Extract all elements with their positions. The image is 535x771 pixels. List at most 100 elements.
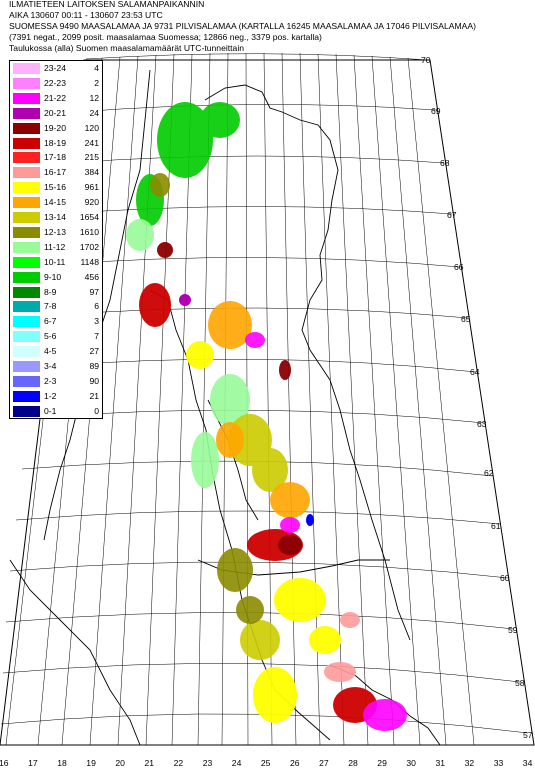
- legend-count: 1148: [80, 256, 99, 267]
- legend-swatch: [13, 92, 40, 104]
- legend-swatch: [13, 212, 40, 223]
- legend-swatch: [13, 241, 40, 253]
- legend-count: 21: [89, 390, 99, 401]
- legend-swatch: [13, 63, 40, 74]
- legend-count: 3: [94, 316, 99, 327]
- longitude-label: 33: [493, 758, 504, 768]
- legend-hours: 23-24: [44, 63, 66, 73]
- legend-swatch: [13, 346, 40, 358]
- legend-hours: 21-22: [44, 92, 66, 103]
- latitude-label: 67: [447, 210, 457, 220]
- legend-hours: 4-5: [44, 346, 57, 357]
- legend-row: 1-2 21: [10, 389, 102, 404]
- legend-row: 4-5 27: [10, 344, 102, 359]
- longitude-label: 23: [202, 758, 213, 768]
- longitude-label: 16: [0, 758, 9, 768]
- legend-row: 10-11 1148: [10, 255, 102, 270]
- longitude-label: 22: [173, 758, 184, 768]
- legend-hours: 12-13: [44, 226, 66, 237]
- legend-count: 1610: [79, 226, 99, 237]
- latitude-label: 59: [508, 625, 518, 635]
- latitude-label: 65: [461, 314, 471, 324]
- legend-count: 4: [94, 63, 99, 73]
- legend-hours: 16-17: [44, 167, 66, 178]
- legend-hours: 14-15: [44, 197, 66, 208]
- legend-count: 90: [89, 375, 99, 386]
- legend-swatch: [13, 122, 40, 134]
- legend-hours: 22-23: [44, 77, 66, 88]
- legend-row: 18-19 241: [10, 136, 102, 151]
- legend-hours: 20-21: [44, 107, 66, 118]
- legend-hours: 18-19: [44, 137, 66, 148]
- legend-swatch: [13, 271, 40, 283]
- legend-row: 22-23 2: [10, 76, 102, 91]
- legend-count: 1702: [79, 241, 99, 252]
- legend-row: 7-8 6: [10, 299, 102, 314]
- legend-count: 215: [84, 152, 99, 163]
- longitude-label: 20: [115, 758, 125, 768]
- title: ILMATIETEEN LAITOKSEN SALAMANPAIKANNIN: [9, 0, 205, 9]
- legend-count: 12: [89, 92, 99, 103]
- legend-hours: 11-12: [44, 241, 66, 252]
- legend-hours: 2-3: [44, 375, 57, 386]
- longitude-label: 18: [57, 758, 67, 768]
- legend-swatch: [13, 152, 40, 164]
- latitude-label: 70: [421, 55, 431, 65]
- hourly-legend: 23-24 4 22-23 2 21-22 12 20-21 24 19-20 120 18-19 2…: [9, 60, 103, 419]
- legend-row: 9-10 456: [10, 270, 102, 285]
- legend-count: 456: [84, 271, 99, 282]
- longitude-label: 32: [464, 758, 475, 768]
- legend-hours: 0-1: [44, 405, 57, 416]
- legend-hours: 6-7: [44, 316, 57, 327]
- latitude-label: 63: [477, 419, 487, 429]
- legend-count: 97: [89, 286, 99, 297]
- legend-count: 241: [84, 137, 99, 148]
- legend-count: 961: [84, 182, 99, 193]
- legend-hours: 5-6: [44, 331, 57, 342]
- legend-row: 11-12 1702: [10, 240, 102, 255]
- longitude-label: 21: [144, 758, 155, 768]
- legend-hours: 19-20: [44, 122, 66, 133]
- legend-row: 16-17 384: [10, 165, 102, 180]
- longitude-label: 30: [406, 758, 416, 768]
- legend-row: 2-3 90: [10, 374, 102, 389]
- latitude-label: 58: [515, 678, 525, 688]
- legend-swatch: [13, 226, 40, 238]
- legend-row: 12-13 1610: [10, 225, 102, 240]
- legend-swatch: [13, 256, 40, 268]
- legend-count: 1654: [79, 212, 99, 222]
- legend-count: 0: [94, 405, 99, 416]
- legend-hours: 1-2: [44, 390, 57, 401]
- legend-row: 14-15 920: [10, 195, 102, 210]
- legend-row: 17-18 215: [10, 150, 102, 165]
- longitude-label: 28: [348, 758, 358, 768]
- legend-count: 7: [94, 331, 99, 342]
- legend-count: 120: [84, 122, 99, 133]
- legend-swatch: [13, 331, 40, 343]
- legend-swatch: [13, 390, 40, 402]
- longitude-label: 29: [377, 758, 387, 768]
- legend-swatch: [13, 197, 40, 209]
- legend-hours: 13-14: [44, 212, 66, 222]
- latitude-label: 69: [431, 106, 441, 116]
- legend-swatch: [13, 316, 40, 328]
- latitude-label: 60: [500, 573, 510, 583]
- legend-swatch: [13, 286, 40, 298]
- latitude-label: 62: [484, 468, 494, 478]
- latitude-label: 61: [491, 521, 501, 531]
- legend-row: 23-24 4: [10, 61, 102, 76]
- longitude-label: 25: [260, 758, 271, 768]
- legend-row: 5-6 7: [10, 329, 102, 344]
- latitude-label: 64: [470, 367, 480, 377]
- legend-swatch: [13, 107, 40, 119]
- legend-row: 20-21 24: [10, 106, 102, 121]
- legend-swatch: [13, 137, 40, 149]
- longitude-label: 19: [86, 758, 96, 768]
- longitude-label: 34: [522, 758, 533, 768]
- legend-count: 6: [94, 301, 99, 312]
- legend-swatch: [13, 301, 40, 313]
- legend-count: 2: [94, 77, 99, 88]
- legend-row: 19-20 120: [10, 121, 102, 136]
- legend-count: 384: [84, 167, 99, 178]
